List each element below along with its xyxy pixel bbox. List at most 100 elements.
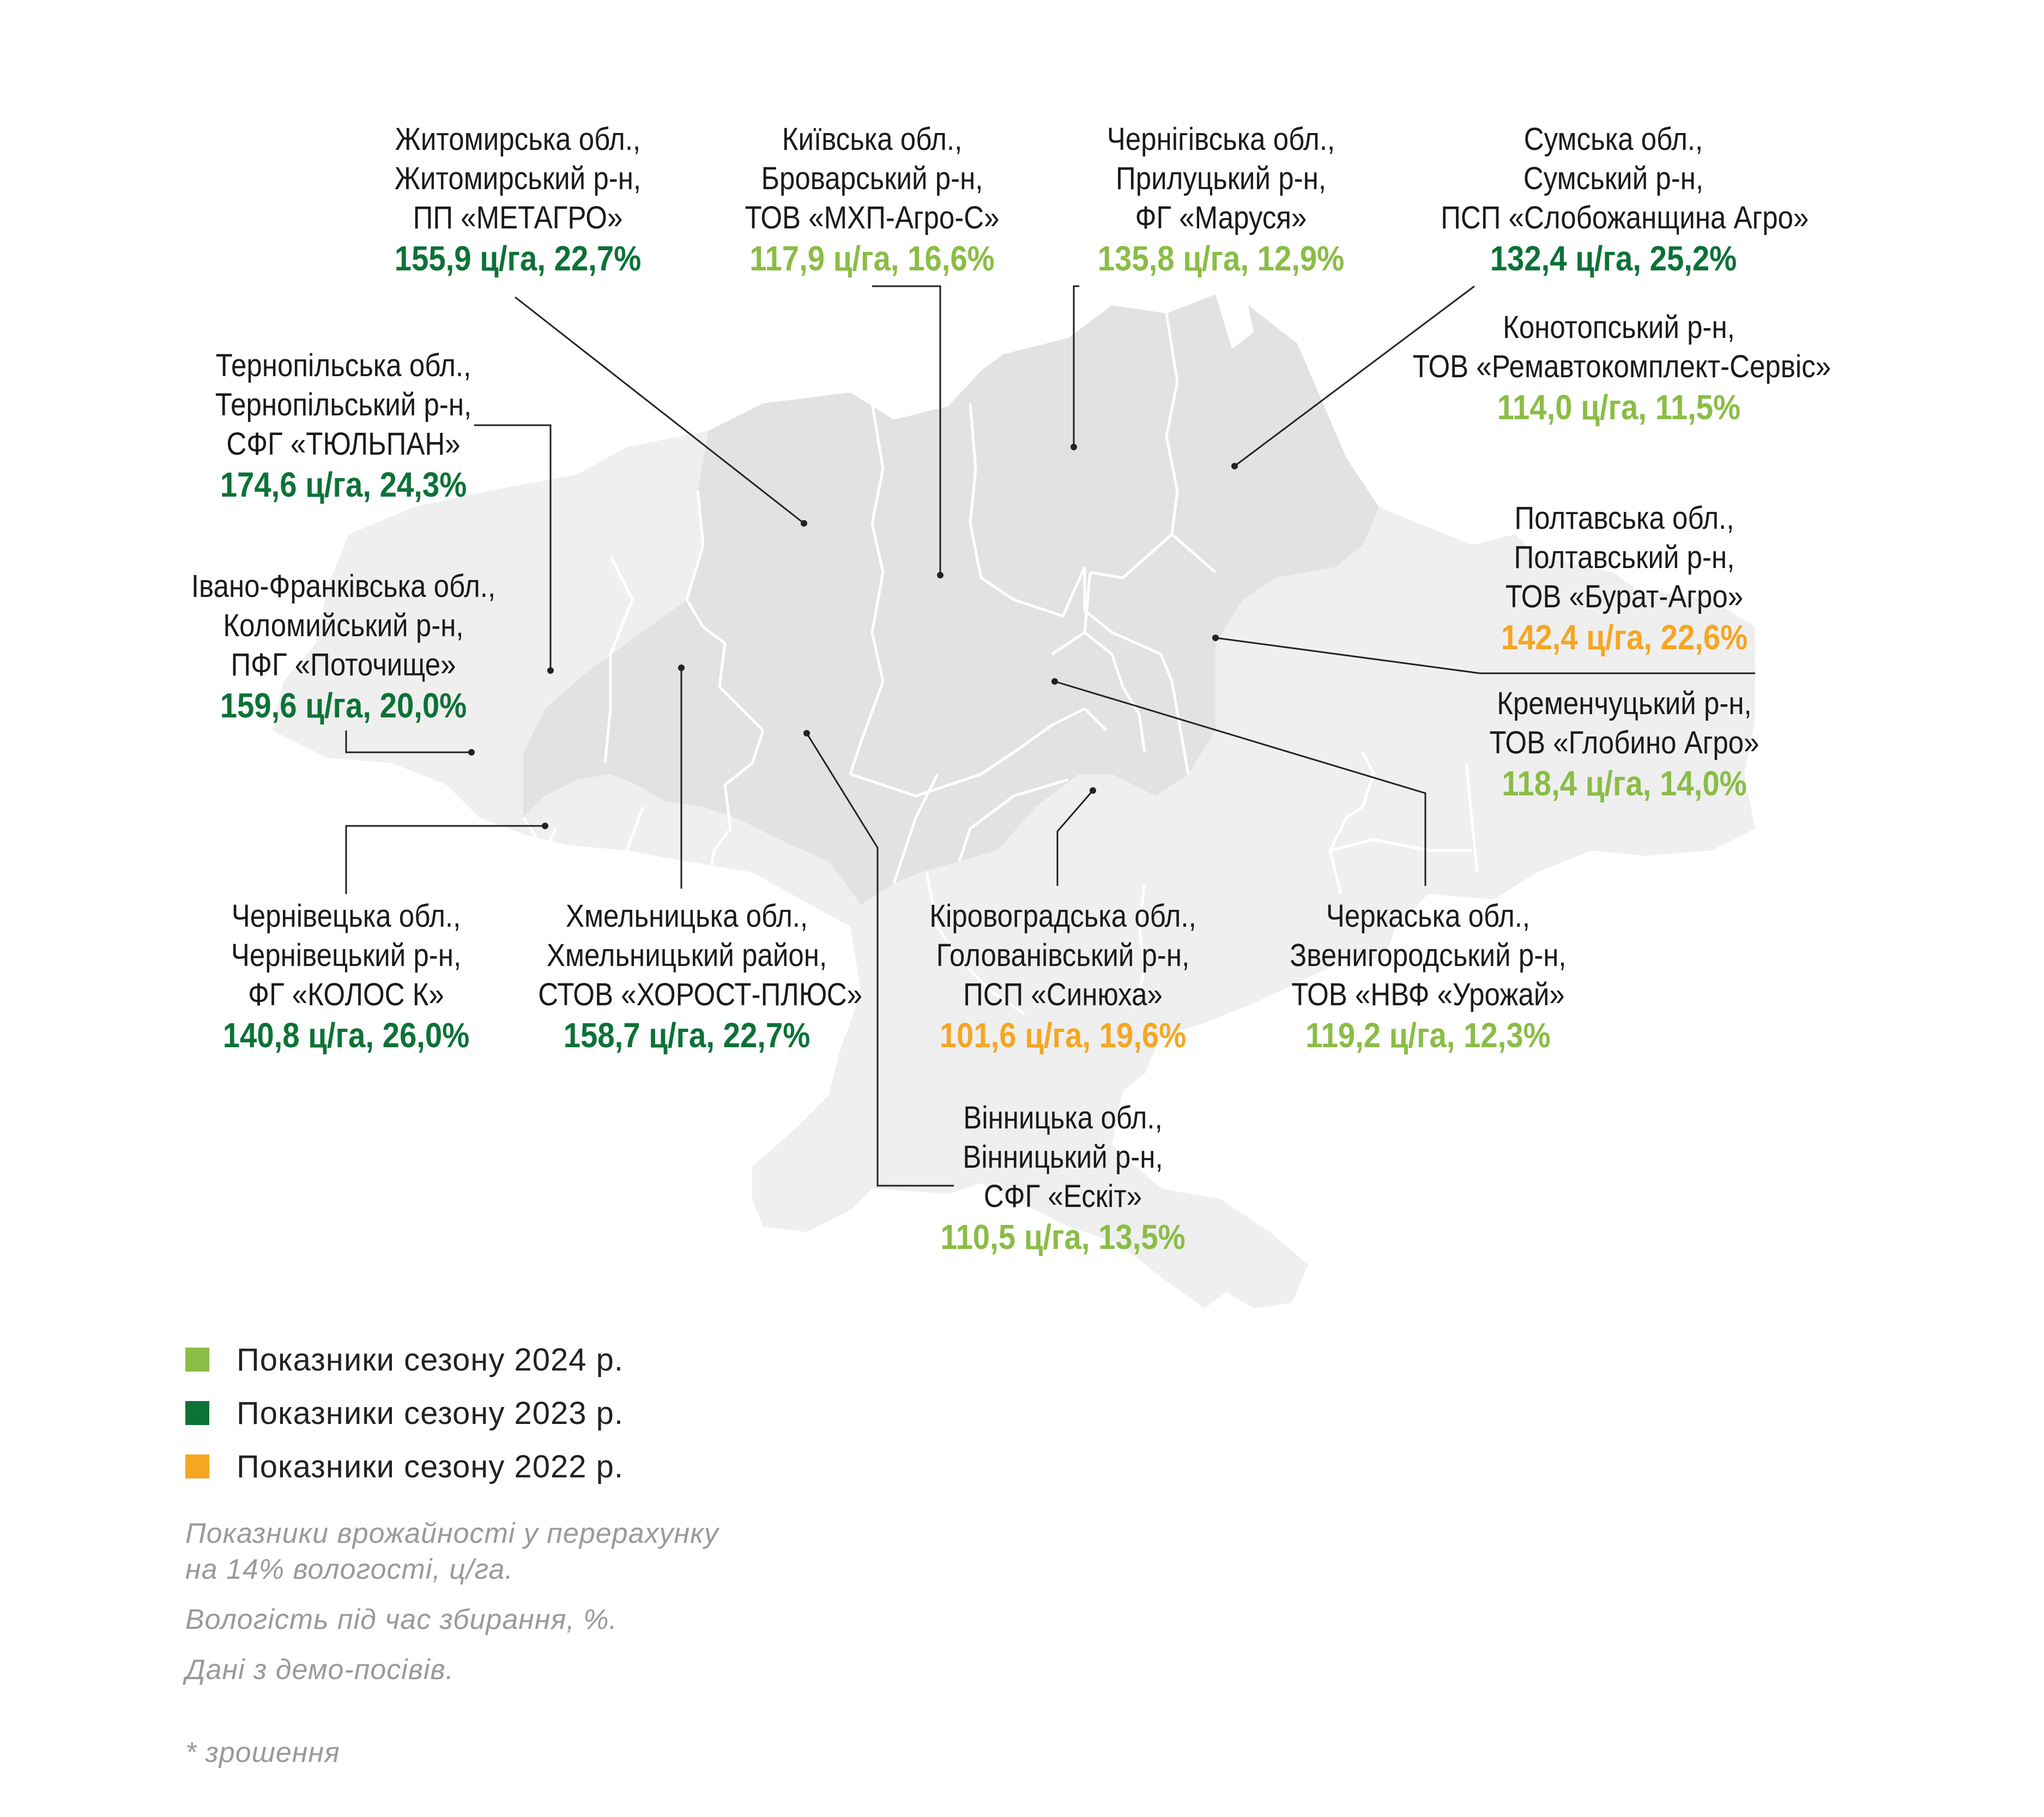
site-label-kyiv: Київська обл., Броварський р-н, ТОВ «МХП… <box>709 120 1036 279</box>
site-district: Конотопський р-н, <box>1503 310 1735 345</box>
site-region: Вінницька обл., <box>963 1100 1163 1136</box>
site-label-konotop: Конотопський р-н, ТОВ «Ремавтокомплект-С… <box>1384 308 1853 428</box>
site-farm: СФГ «Ескіт» <box>983 1179 1142 1214</box>
location-dot-kyiv <box>937 572 944 578</box>
site-region: Сумська обл., <box>1523 122 1703 157</box>
site-label-ivano: Івано-Франківська обл., Коломийський р-н… <box>164 567 523 726</box>
location-dot-zhytomyr <box>801 520 807 527</box>
site-region: Чернівецька обл., <box>231 898 461 934</box>
site-farm: ТОВ «Ремавтокомплект-Сервіс» <box>1412 349 1831 384</box>
site-farm: СФГ «ТЮЛЬПАН» <box>226 426 461 462</box>
site-region: Полтавська обл., <box>1514 500 1734 536</box>
legend-label: Показники сезону 2023 р. <box>237 1395 624 1431</box>
leader-line-zhytomyr <box>515 296 805 524</box>
site-value: 119,2 ц/га, 12,3% <box>1305 1016 1551 1055</box>
site-district: Житомирський р-н, <box>394 161 642 196</box>
site-value: 174,6 ц/га, 24,3% <box>220 465 467 504</box>
location-dot-sumy <box>1231 463 1238 469</box>
site-district: Коломийський р-н, <box>223 608 464 643</box>
site-region: Чернігівська обл., <box>1106 122 1335 157</box>
leader-line-vinnytsia <box>806 733 954 1187</box>
note-irrigation: * зрошення <box>185 1737 340 1768</box>
leader-line-kyiv <box>872 285 941 575</box>
site-label-kirovohrad: Кіровоградська обл., Голованівський р-н,… <box>894 897 1232 1056</box>
site-label-poltava: Полтавська обл., Полтавський р-н, ТОВ «Б… <box>1450 499 1799 658</box>
site-region: Хмельницька обл., <box>565 898 808 934</box>
footnotes: Показники врожайності у перерахунку на 1… <box>185 1516 719 1771</box>
leader-line-ternopil <box>474 424 552 671</box>
site-district: Тернопільський р-н, <box>215 387 472 422</box>
note-moisture: Вологість під час збирання, %. <box>185 1604 618 1635</box>
site-farm: ТОВ «Бурат-Агро» <box>1505 579 1744 614</box>
legend-item-2022: Показники сезону 2022 р. <box>185 1440 624 1493</box>
note-demo: Дані з демо-посівів. <box>185 1654 455 1686</box>
location-dot-cherkasy <box>1051 678 1058 685</box>
region-borders <box>522 313 1479 1016</box>
note-yield-line1: Показники врожайності у перерахунку <box>185 1518 719 1549</box>
site-farm: ПСП «Слобожанщина Агро» <box>1441 200 1809 236</box>
site-district: Вінницький р-н, <box>963 1139 1163 1175</box>
site-district: Чернівецький р-н, <box>231 938 462 973</box>
site-region: Кіровоградська обл., <box>929 898 1196 934</box>
location-dot-vinnytsia <box>803 730 810 737</box>
site-farm: ТОВ «Глобино Агро» <box>1489 725 1759 760</box>
site-value: 142,4 ц/га, 22,6% <box>1501 618 1748 657</box>
location-dot-chernivtsi <box>542 823 548 829</box>
map-south-shape <box>752 1167 872 1232</box>
site-value: 118,4 ц/га, 14,0% <box>1502 764 1747 803</box>
legend-item-2023: Показники сезону 2023 р. <box>185 1386 624 1440</box>
site-district: Броварський р-н, <box>761 161 983 196</box>
leader-line-chernivtsi <box>345 825 545 894</box>
site-region: Черкаська обл., <box>1326 898 1531 934</box>
site-farm: ТОВ «НВФ «Урожай» <box>1291 977 1565 1012</box>
site-value: 110,5 ц/га, 13,5% <box>940 1217 1186 1257</box>
leader-line-sumy <box>1234 285 1475 467</box>
leader-line-ivano <box>345 731 471 753</box>
site-district: Полтавський р-н, <box>1514 540 1735 575</box>
site-label-chernivtsi: Чернівецька обл., Чернівецький р-н, ФГ «… <box>185 897 507 1056</box>
site-value: 114,0 ц/га, 11,5% <box>1497 388 1741 427</box>
site-label-cherkasy: Черкаська обл., Звенигородський р-н, ТОВ… <box>1259 897 1597 1056</box>
site-label-chernihiv: Чернігівська обл., Прилуцький р-н, ФГ «М… <box>1068 120 1374 279</box>
site-region: Житомирська обл., <box>395 122 641 157</box>
site-district: Сумський р-н, <box>1523 161 1704 196</box>
map-north-shape <box>523 294 1379 905</box>
location-dot-kirovohrad <box>1090 787 1096 794</box>
leader-line-poltava <box>1215 637 1755 674</box>
site-farm: ТОВ «МХП-Агро-С» <box>745 200 1000 236</box>
site-value: 117,9 ц/га, 16,6% <box>749 239 995 278</box>
site-farm: ФГ «Маруся» <box>1135 200 1307 236</box>
site-farm: СТОВ «ХОРОСТ-ПЛЮС» <box>538 977 862 1012</box>
location-dot-ivano <box>468 749 475 756</box>
site-farm: ПСП «Синюха» <box>963 977 1163 1012</box>
site-value: 159,6 ц/га, 20,0% <box>220 686 467 725</box>
site-farm: ФГ «КОЛОС К» <box>248 977 444 1012</box>
site-district: Прилуцький р-н, <box>1116 161 1326 196</box>
site-label-vinnytsia: Вінницька обл., Вінницький р-н, СФГ «Еск… <box>899 1098 1226 1258</box>
site-value: 101,6 ц/га, 19,6% <box>939 1016 1187 1055</box>
legend-item-2024: Показники сезону 2024 р. <box>185 1333 624 1386</box>
site-value: 132,4 ц/га, 25,2% <box>1490 239 1737 278</box>
site-label-khmelnytskyi: Хмельницька обл., Хмельницький район, СТ… <box>518 897 862 1056</box>
legend-label: Показники сезону 2024 р. <box>237 1342 624 1378</box>
site-region: Івано-Франківська обл., <box>191 569 496 604</box>
site-value: 155,9 ц/га, 22,7% <box>394 239 642 278</box>
site-district: Голованівський р-н, <box>936 938 1190 973</box>
leader-line-cherkasy <box>1054 680 1426 886</box>
legend-swatch-2024 <box>185 1348 209 1372</box>
legend-swatch-2022 <box>185 1454 209 1478</box>
site-label-sumy: Сумська обл., Сумський р-н, ПСП «Слобожа… <box>1417 120 1810 279</box>
location-dot-poltava <box>1212 635 1219 641</box>
leader-lines <box>345 285 1755 1187</box>
legend-swatch-2023 <box>185 1401 209 1425</box>
location-dots <box>468 444 1238 829</box>
location-dot-ternopil <box>547 667 554 674</box>
note-yield-line2: на 14% вологості, ц/га. <box>185 1554 513 1585</box>
site-district: Хмельницький район, <box>546 938 827 973</box>
legend-label: Показники сезону 2022 р. <box>237 1448 624 1484</box>
location-dot-khmelnytskyi <box>678 665 685 671</box>
site-farm: ПП «МЕТАГРО» <box>413 200 623 236</box>
location-dot-chernihiv <box>1071 444 1077 450</box>
site-label-kremenchuk: Кременчуцький р-н, ТОВ «Глобино Агро» 11… <box>1450 684 1799 804</box>
